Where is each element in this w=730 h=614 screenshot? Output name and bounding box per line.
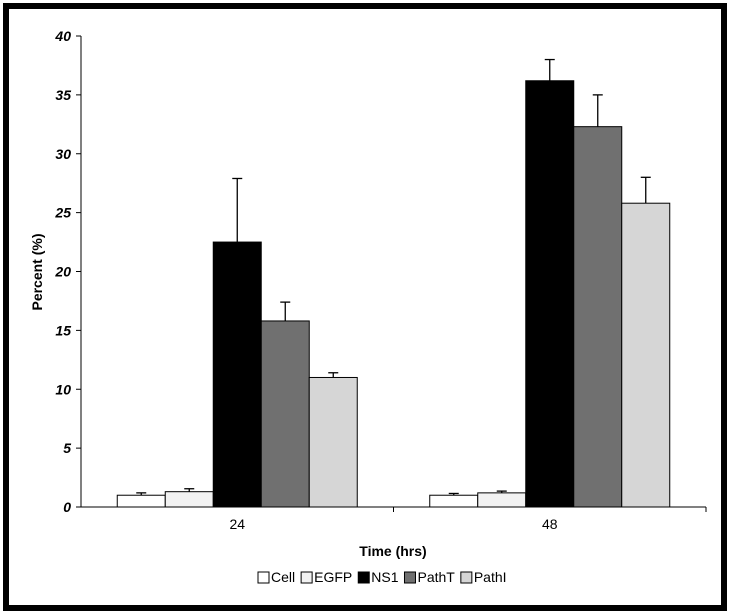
y-tick-label: 35: [55, 87, 71, 103]
legend-label-pathi: PathI: [474, 569, 507, 585]
y-tick-label: 10: [55, 381, 71, 397]
x-tick-label: 48: [542, 516, 558, 532]
legend-label-egfp: EGFP: [314, 569, 352, 585]
y-tick-label: 30: [55, 146, 71, 162]
y-tick-label: 25: [54, 205, 71, 221]
bar-patht-24: [260, 320, 310, 508]
labels: 0 5 10 15 20 25 30 35 40 24 48: [54, 28, 557, 532]
y-axis-title: Percent (%): [29, 233, 45, 310]
bar-pathi-24: [308, 376, 358, 508]
y-tick-label: 40: [54, 28, 71, 44]
bar-cell-24: [116, 494, 166, 508]
legend-swatch-cell: [257, 571, 270, 584]
legend: Cell EGFP NS1 PathT PathI: [257, 569, 507, 585]
legend-label-patht: PathT: [417, 569, 455, 585]
bars: [116, 58, 671, 508]
bar-ns1-24: [212, 241, 262, 508]
bar-ns1-48: [525, 80, 575, 508]
y-tick-label: 0: [63, 499, 71, 515]
legend-label-ns1: NS1: [371, 569, 398, 585]
x-tick-label: 24: [229, 516, 245, 532]
bar-patht-48: [573, 126, 623, 508]
x-axis-title: Time (hrs): [359, 543, 426, 559]
legend-swatch-patht: [403, 571, 416, 584]
legend-swatch-pathi: [460, 571, 473, 584]
legend-label-cell: Cell: [271, 569, 295, 585]
bar-cell-48: [429, 494, 479, 508]
bar-egfp-48: [477, 492, 527, 508]
y-tick-label: 20: [54, 264, 71, 280]
y-tick-label: 5: [63, 440, 71, 456]
legend-swatch-egfp: [300, 571, 313, 584]
bar-pathi-48: [621, 202, 671, 508]
legend-swatch-ns1: [357, 571, 370, 584]
y-tick-label: 15: [55, 322, 71, 338]
bar-egfp-24: [164, 491, 214, 508]
